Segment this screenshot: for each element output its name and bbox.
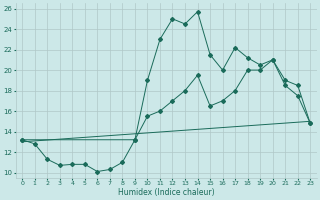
- X-axis label: Humidex (Indice chaleur): Humidex (Indice chaleur): [118, 188, 214, 197]
